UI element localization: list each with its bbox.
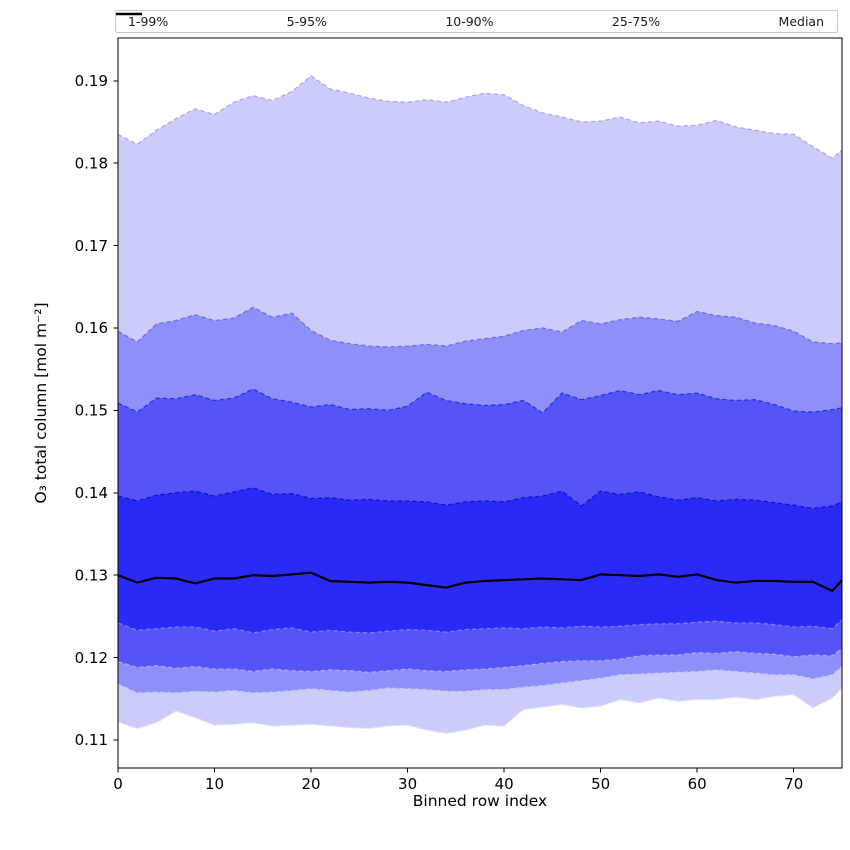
legend-item-25-75%: 25-75%	[116, 13, 661, 29]
x-tick-label: 70	[784, 775, 803, 793]
legend: 1-99% 5-95% 10-90% 25-75% Median	[115, 10, 838, 33]
legend-item-10-90%: 10-90%	[116, 13, 494, 29]
y-tick-label: 0.13	[75, 566, 108, 584]
legend-label: 10-90%	[445, 14, 494, 29]
y-tick-label: 0.16	[75, 319, 108, 337]
legend-item-median: Median	[116, 12, 824, 29]
legend-label: 1-99%	[128, 14, 169, 29]
lower-edge-1-99%	[117, 687, 843, 735]
y-tick-label: 0.18	[75, 154, 108, 172]
axes: 0.11 0.12 0.13 0.14 0.15 0.16 0.17 0.18 0.19 0 10 2…	[75, 37, 843, 793]
upper-edge-10-90%	[117, 388, 843, 414]
x-tick-label: 10	[205, 775, 224, 793]
y-tick-label: 0.14	[75, 484, 108, 502]
upper-edge-25-75%	[117, 487, 843, 510]
legend-label: Median	[778, 14, 824, 29]
x-tick-label: 20	[302, 775, 321, 793]
upper-edge-5-95%	[117, 306, 843, 348]
y-tick-label: 0.15	[75, 402, 108, 420]
legend-line-sample	[116, 12, 142, 16]
lower-edge-25-75%	[117, 619, 843, 634]
legend-label: 25-75%	[611, 14, 661, 29]
y-axis-label: O₃ total column [mol m⁻²]	[32, 302, 50, 503]
x-tick-label: 30	[398, 775, 417, 793]
x-tick-label: 0	[113, 775, 123, 793]
y-tick-label: 0.12	[75, 649, 108, 667]
x-axis-label: Binned row index	[413, 792, 547, 810]
upper-edge-1-99%	[117, 75, 843, 160]
y-tick-label: 0.11	[75, 731, 108, 749]
x-tick-label: 60	[688, 775, 707, 793]
lower-edge-5-95%	[117, 666, 843, 694]
plot-border	[117, 37, 843, 769]
x-tick-label: 40	[495, 775, 514, 793]
quantile-edge-lines	[117, 75, 843, 735]
median-line	[117, 571, 843, 593]
lower-edge-10-90%	[117, 647, 843, 674]
y-tick-label: 0.19	[75, 72, 108, 90]
x-tick-label: 50	[591, 775, 610, 793]
y-tick-label: 0.17	[75, 237, 108, 255]
median-line-group	[117, 571, 843, 593]
legend-label: 5-95%	[286, 14, 327, 29]
band-25-75%	[118, 487, 842, 633]
legend-item-5-95%: 5-95%	[116, 13, 327, 29]
